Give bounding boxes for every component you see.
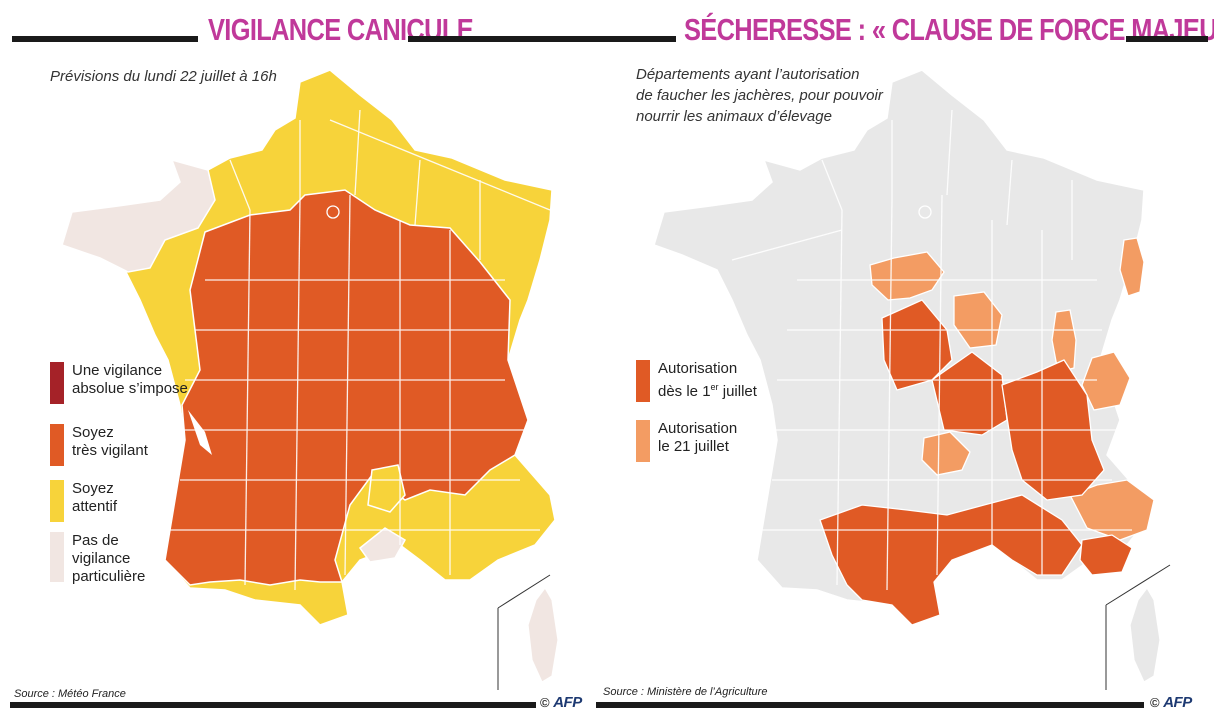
paris-marker <box>326 205 340 219</box>
legend-swatch <box>50 480 64 522</box>
authorized-july21-alps <box>1081 351 1131 411</box>
legend-label: Soyez attentif <box>72 480 118 515</box>
legend-label: Soyez très vigilant <box>72 424 148 459</box>
department-boundaries <box>170 109 551 591</box>
legend-swatch <box>50 362 64 404</box>
southeast-pale-pocket <box>358 527 407 563</box>
legend-label: Autorisation le 21 juillet <box>658 420 738 455</box>
legend-swatch <box>636 420 650 462</box>
legend-swatch <box>50 424 64 466</box>
legend-item-very-vigilant: Soyez très vigilant <box>50 424 148 466</box>
legend-item-authorized-july21: Autorisation le 21 juillet <box>636 420 737 462</box>
heatwave-map-panel: VIGILANCE CANICULE Prévisions du lundi 2… <box>0 0 600 718</box>
heatwave-france-map <box>61 69 559 690</box>
authorized-july1-south <box>819 494 1083 626</box>
legend-item-no-vigilance: Pas de vigilance particulière <box>50 532 145 586</box>
left-source: Source : Météo France <box>14 688 126 700</box>
afp-logo: AFP <box>1163 694 1192 711</box>
right-afp-credit: © AFP <box>1150 694 1192 711</box>
legend-label: Pas de vigilance particulière <box>72 532 146 585</box>
left-subtitle: Prévisions du lundi 22 juillet à 16h <box>50 68 277 85</box>
paris-marker <box>918 205 932 219</box>
legend-swatch <box>636 360 650 402</box>
authorized-july1-provence <box>1079 534 1133 576</box>
authorized-july21-east <box>1051 309 1077 373</box>
authorized-july21-north <box>869 251 945 301</box>
legend-label: Une vigilance absolue s’impose <box>72 362 188 397</box>
drought-map-panel: SÉCHERESSE : « CLAUSE DE FORCE MAJEURE »… <box>596 0 1214 718</box>
right-map-title: SÉCHERESSE : « CLAUSE DE FORCE MAJEURE » <box>684 12 1214 47</box>
authorized-july21-massif <box>921 431 971 476</box>
right-source: Source : Ministère de l’Agriculture <box>603 686 768 698</box>
right-title-row: SÉCHERESSE : « CLAUSE DE FORCE MAJEURE » <box>596 10 1214 50</box>
title-rule-left <box>12 36 198 42</box>
legend-item-attentive: Soyez attentif <box>50 480 117 522</box>
legend-item-authorized-july1: Autorisation dès le 1er juillet <box>636 360 757 402</box>
title-rule-right <box>1126 36 1208 42</box>
authorized-july1-centre-west <box>881 299 953 391</box>
legend-swatch <box>50 532 64 582</box>
corsica-inset-frame <box>497 574 551 690</box>
massif-yellow-pocket <box>367 464 406 513</box>
very-vigilant-zone <box>164 189 529 586</box>
brittany-region <box>61 158 216 273</box>
left-afp-credit: © AFP <box>540 694 582 711</box>
authorized-july21-centre <box>953 291 1003 349</box>
afp-logo: AFP <box>553 694 582 711</box>
corsica-inset-frame <box>1105 564 1171 690</box>
gironde-estuary <box>188 410 212 455</box>
department-boundaries <box>731 109 1132 591</box>
left-bottom-rule <box>10 702 536 708</box>
right-bottom-rule <box>596 702 1144 708</box>
title-rule-right <box>408 36 596 42</box>
corsica-outline <box>527 586 559 683</box>
left-title-row: VIGILANCE CANICULE <box>0 10 600 50</box>
authorized-july21-northeast <box>1119 237 1145 297</box>
legend-label: Autorisation dès le 1er juillet <box>658 360 757 400</box>
drought-france-map <box>653 69 1171 690</box>
corsica-outline <box>1129 586 1161 683</box>
legend-item-absolute: Une vigilance absolue s’impose <box>50 362 188 404</box>
title-rule-left <box>596 36 676 42</box>
right-subtitle: Départements ayant l’autorisation de fau… <box>636 66 883 125</box>
